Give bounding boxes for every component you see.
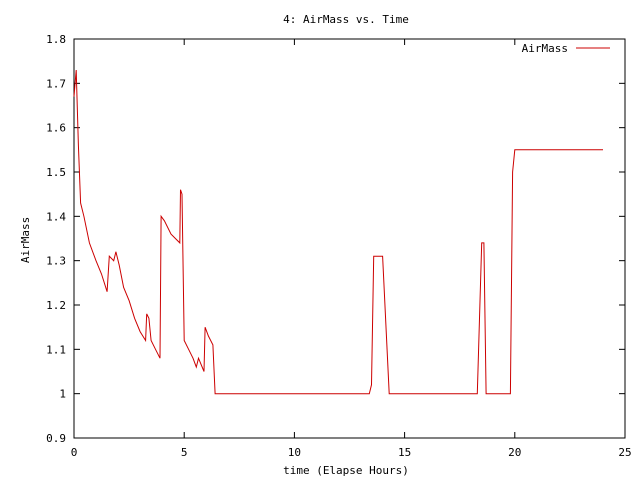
y-tick-label: 1.1 — [46, 343, 66, 356]
y-tick-label: 1.2 — [46, 299, 66, 312]
y-axis-ticks: 0.9 1 1.1 1.2 1.3 1.4 1.5 1.6 1.7 1.8 — [46, 33, 625, 445]
chart-title: 4: AirMass vs. Time — [283, 13, 409, 26]
y-tick-label: 1.7 — [46, 77, 66, 90]
x-tick-label: 25 — [618, 446, 631, 459]
x-tick-label: 15 — [398, 446, 411, 459]
y-tick-label: 1.8 — [46, 33, 66, 46]
x-axis-label: time (Elapse Hours) — [283, 464, 409, 477]
y-tick-label: 1.5 — [46, 166, 66, 179]
x-axis-ticks: 0 5 10 15 20 25 — [71, 39, 632, 459]
x-tick-label: 5 — [181, 446, 188, 459]
plot-area-frame — [73, 38, 626, 439]
y-tick-label: 0.9 — [46, 432, 66, 445]
y-tick-label: 1 — [59, 388, 66, 401]
y-tick-label: 1.3 — [46, 255, 66, 268]
y-tick-label: 1.6 — [46, 122, 66, 135]
y-tick-label: 1.4 — [46, 210, 66, 223]
x-tick-label: 10 — [288, 446, 301, 459]
series-layer — [73, 69, 603, 395]
x-tick-label: 20 — [508, 446, 521, 459]
legend: AirMass — [522, 42, 610, 55]
legend-label: AirMass — [522, 42, 568, 55]
series-line-airmass — [73, 69, 603, 395]
y-axis-label: AirMass — [19, 217, 32, 263]
x-tick-label: 0 — [71, 446, 78, 459]
